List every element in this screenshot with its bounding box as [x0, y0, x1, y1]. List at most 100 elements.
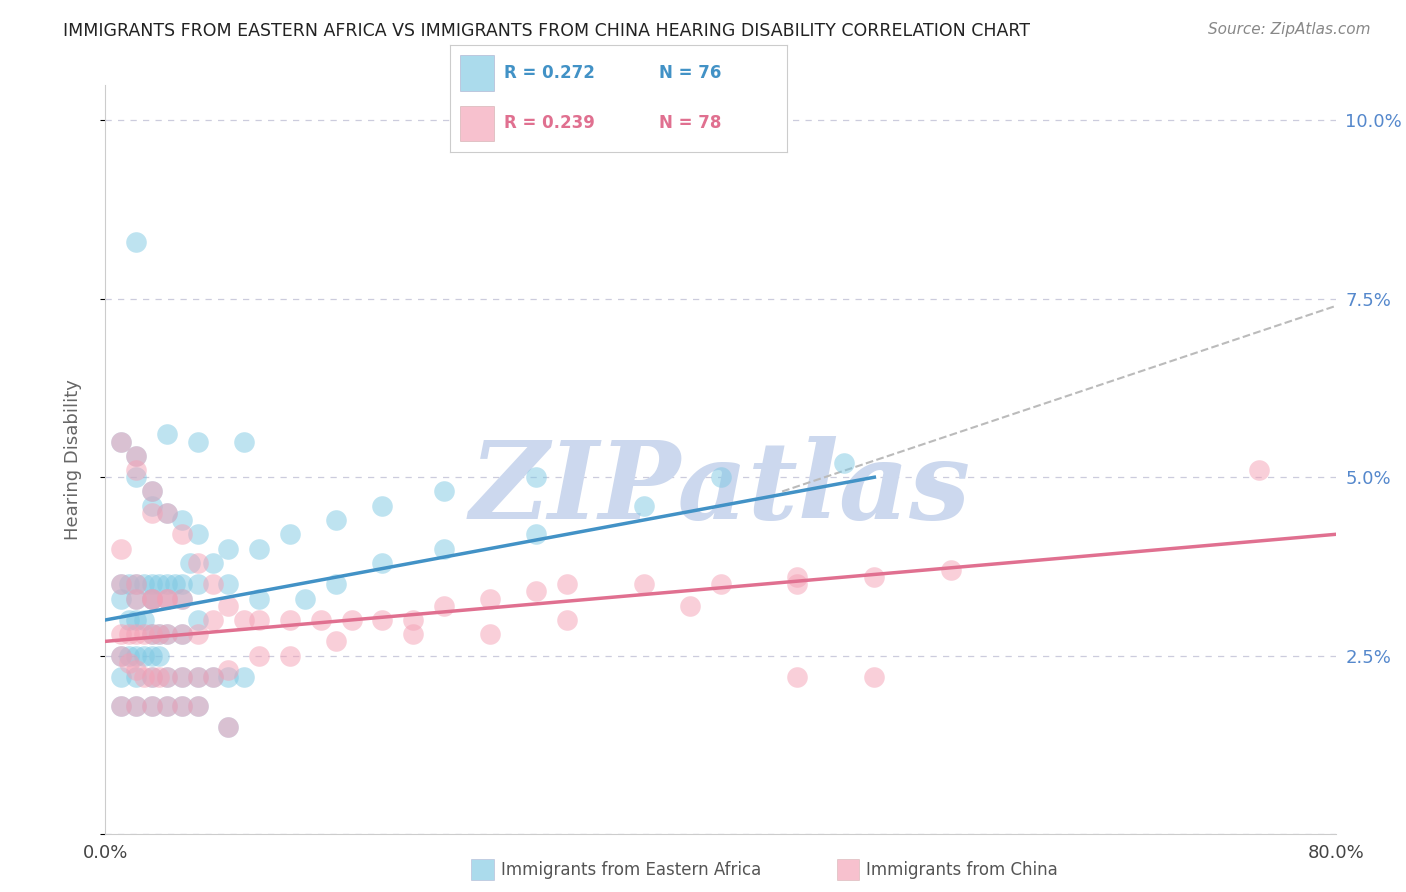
Point — [141, 670, 163, 684]
Text: Source: ZipAtlas.com: Source: ZipAtlas.com — [1208, 22, 1371, 37]
Point — [218, 670, 240, 684]
Point — [141, 484, 163, 499]
Text: Immigrants from Eastern Africa: Immigrants from Eastern Africa — [501, 861, 761, 879]
Point — [232, 613, 254, 627]
Point — [172, 670, 194, 684]
Point — [218, 577, 240, 591]
Point — [433, 599, 456, 613]
Point — [555, 613, 578, 627]
Point — [187, 434, 209, 449]
Point — [163, 577, 186, 591]
Point — [110, 648, 132, 663]
Point — [278, 527, 301, 541]
Point — [232, 670, 254, 684]
Point — [202, 670, 225, 684]
Point — [110, 577, 132, 591]
Point — [110, 698, 132, 713]
Point — [433, 484, 456, 499]
Point — [172, 698, 194, 713]
Point — [187, 577, 209, 591]
Point — [148, 648, 170, 663]
Point — [156, 427, 179, 442]
Point — [141, 627, 163, 641]
Point — [141, 506, 163, 520]
Point — [141, 698, 163, 713]
Point — [141, 670, 163, 684]
Point — [278, 648, 301, 663]
Point — [125, 463, 148, 477]
Point — [172, 591, 194, 606]
Point — [156, 506, 179, 520]
Point — [156, 627, 179, 641]
Point — [141, 591, 163, 606]
Point — [117, 648, 139, 663]
Point — [110, 648, 132, 663]
Point — [117, 627, 139, 641]
Point — [132, 648, 155, 663]
Point — [172, 627, 194, 641]
Point — [172, 670, 194, 684]
Point — [117, 577, 139, 591]
Point — [187, 613, 209, 627]
Point — [187, 698, 209, 713]
Point — [294, 591, 316, 606]
Point — [187, 556, 209, 570]
Point — [141, 591, 163, 606]
Point — [125, 235, 148, 249]
Point — [371, 613, 394, 627]
Point — [433, 541, 456, 556]
Point — [1247, 463, 1270, 477]
Point — [325, 513, 347, 527]
Point — [156, 591, 179, 606]
Point — [524, 527, 547, 541]
Point — [110, 541, 132, 556]
Point — [125, 449, 148, 463]
Text: R = 0.239: R = 0.239 — [503, 114, 595, 132]
Bar — [460, 105, 494, 141]
Point — [187, 670, 209, 684]
Point — [247, 613, 270, 627]
Point — [156, 670, 179, 684]
Point — [125, 648, 148, 663]
Point — [218, 541, 240, 556]
Point — [110, 434, 132, 449]
Point — [110, 577, 132, 591]
Point — [141, 698, 163, 713]
Point — [941, 563, 963, 577]
Point — [218, 720, 240, 734]
Point — [202, 577, 225, 591]
Point — [187, 527, 209, 541]
Point — [117, 656, 139, 670]
Point — [156, 698, 179, 713]
Point — [172, 513, 194, 527]
Point — [710, 470, 733, 484]
Point — [125, 470, 148, 484]
Point — [125, 577, 148, 591]
Point — [371, 556, 394, 570]
Point — [156, 506, 179, 520]
Point — [232, 434, 254, 449]
Point — [156, 591, 179, 606]
Point — [110, 591, 132, 606]
Point — [218, 599, 240, 613]
Point — [148, 627, 170, 641]
Point — [187, 698, 209, 713]
Point — [125, 613, 148, 627]
Point — [125, 698, 148, 713]
Point — [156, 591, 179, 606]
Point — [125, 577, 148, 591]
Point — [187, 670, 209, 684]
Point — [340, 613, 363, 627]
Text: IMMIGRANTS FROM EASTERN AFRICA VS IMMIGRANTS FROM CHINA HEARING DISABILITY CORRE: IMMIGRANTS FROM EASTERN AFRICA VS IMMIGR… — [63, 22, 1031, 40]
Point — [148, 627, 170, 641]
Point — [172, 577, 194, 591]
Point — [710, 577, 733, 591]
Point — [141, 499, 163, 513]
Point — [125, 449, 148, 463]
Point — [478, 627, 501, 641]
Point — [156, 698, 179, 713]
Point — [110, 434, 132, 449]
Point — [832, 456, 855, 470]
Point — [117, 613, 139, 627]
Point — [247, 648, 270, 663]
